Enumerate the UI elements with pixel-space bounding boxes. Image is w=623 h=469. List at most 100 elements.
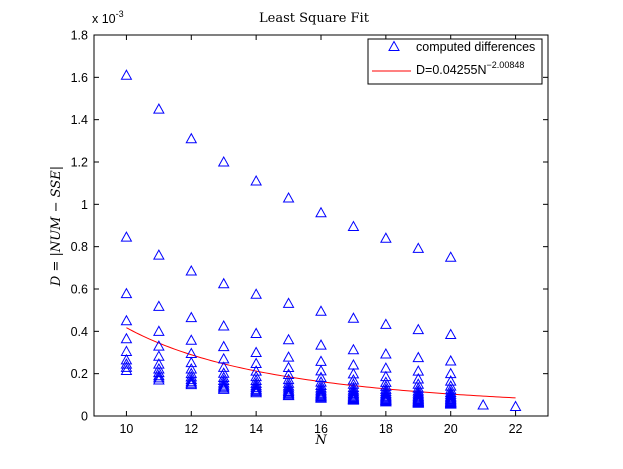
y-tick-label: 0.4 [71, 325, 88, 339]
data-point-triangle [282, 383, 295, 395]
x-tick-label: 14 [249, 422, 263, 436]
data-point-triangle [250, 383, 262, 394]
x-axis-ticks: 10 12 14 16 18 20 22 [119, 35, 523, 436]
data-point-triangle [185, 264, 198, 276]
data-point-triangle [185, 370, 198, 382]
x-tick-label: 10 [119, 422, 133, 436]
data-point-triangle [217, 340, 230, 352]
data-point-triangle [412, 365, 425, 376]
data-point-triangle [217, 383, 230, 394]
data-point-triangle [185, 356, 198, 368]
data-point-triangle [412, 390, 425, 401]
data-point-triangle [185, 334, 198, 345]
data-point-triangle [153, 340, 165, 351]
plot-area [93, 34, 549, 417]
data-point-triangle [120, 361, 133, 372]
data-point-triangle [380, 318, 392, 329]
data-point-triangle [185, 378, 198, 390]
data-point-triangle [315, 385, 327, 397]
data-point-triangle [282, 389, 295, 401]
data-point-triangle [509, 400, 522, 411]
data-point-triangle [120, 364, 133, 375]
legend-triangle-icon [388, 40, 400, 51]
data-point-triangle [185, 373, 198, 385]
data-point-triangle [282, 191, 295, 203]
legend: computed differences D=0.04255N−2.00848 [367, 38, 543, 85]
y-axis-ticks: 0 0.2 0.4 0.6 0.8 1 1.2 1.4 1.6 1.8 [71, 29, 548, 424]
data-point-triangle [315, 206, 327, 218]
data-point-triangle [217, 376, 230, 388]
data-point-triangle [120, 69, 133, 80]
y-tick-label: 1.8 [71, 29, 88, 43]
data-point-triangle [250, 384, 262, 396]
data-point-triangle [120, 332, 133, 344]
data-point-triangle [315, 364, 327, 376]
data-point-triangle [153, 369, 165, 381]
data-point-triangle [315, 392, 327, 403]
y-tick-label: 0.6 [71, 283, 88, 297]
data-point-triangle [347, 388, 360, 400]
y-tick-label: 1.2 [71, 156, 88, 170]
data-markers [120, 69, 522, 411]
data-point-triangle [347, 312, 360, 323]
data-point-triangle [250, 379, 262, 391]
data-point-triangle [120, 358, 133, 369]
data-point-triangle [315, 388, 327, 400]
y-tick-label: 0.8 [71, 240, 88, 254]
data-point-triangle [282, 387, 295, 399]
data-point-triangle [444, 367, 457, 379]
x-tick-label: 22 [509, 422, 523, 436]
data-point-triangle [120, 353, 133, 365]
data-point-triangle [444, 391, 457, 402]
data-point-triangle [282, 382, 295, 393]
y-tick-label: 0 [81, 410, 88, 424]
data-point-triangle [444, 354, 457, 366]
data-point-triangle [347, 343, 360, 355]
data-point-triangle [153, 350, 165, 361]
y-tick-label: 1 [81, 198, 88, 212]
data-point-triangle [250, 175, 262, 186]
data-point-triangle [250, 357, 262, 369]
chart-title: Least Square Fit [259, 11, 370, 26]
data-point-triangle [380, 395, 392, 407]
data-point-triangle [347, 387, 360, 399]
data-point-triangle [444, 398, 457, 409]
data-point-triangle [412, 323, 425, 335]
data-point-triangle [282, 385, 295, 396]
data-point-triangle [153, 249, 165, 260]
data-point-triangle [380, 232, 392, 243]
data-point-triangle [217, 361, 230, 372]
data-point-triangle [282, 297, 295, 308]
data-point-triangle [315, 387, 327, 398]
data-point-triangle [153, 325, 165, 336]
data-point-triangle [412, 351, 425, 363]
data-point-triangle [282, 333, 295, 345]
x-tick-label: 12 [184, 422, 198, 436]
data-point-triangle [217, 155, 230, 167]
data-point-triangle [217, 380, 230, 392]
data-point-triangle [185, 375, 198, 387]
legend-entry-computed: computed differences [416, 40, 535, 54]
y-axis-multiplier: x 10-3 [92, 9, 124, 26]
data-point-triangle [217, 382, 230, 393]
data-point-triangle [444, 251, 457, 262]
data-point-triangle [217, 320, 230, 331]
data-point-triangle [250, 327, 262, 338]
y-tick-label: 1.4 [71, 113, 88, 127]
data-point-triangle [217, 379, 230, 390]
data-point-triangle [380, 390, 392, 401]
data-point-triangle [153, 300, 165, 311]
data-point-triangle [315, 339, 327, 350]
x-tick-label: 18 [379, 422, 393, 436]
data-point-triangle [315, 305, 327, 316]
data-point-triangle [412, 242, 425, 253]
data-point-triangle [250, 381, 262, 393]
data-point-triangle [380, 389, 392, 400]
data-point-triangle [250, 288, 262, 299]
y-tick-label: 1.6 [71, 71, 88, 85]
y-tick-label: 0.2 [71, 367, 88, 381]
data-point-triangle [120, 231, 133, 242]
data-point-triangle [250, 385, 262, 397]
data-point-triangle [217, 277, 230, 289]
